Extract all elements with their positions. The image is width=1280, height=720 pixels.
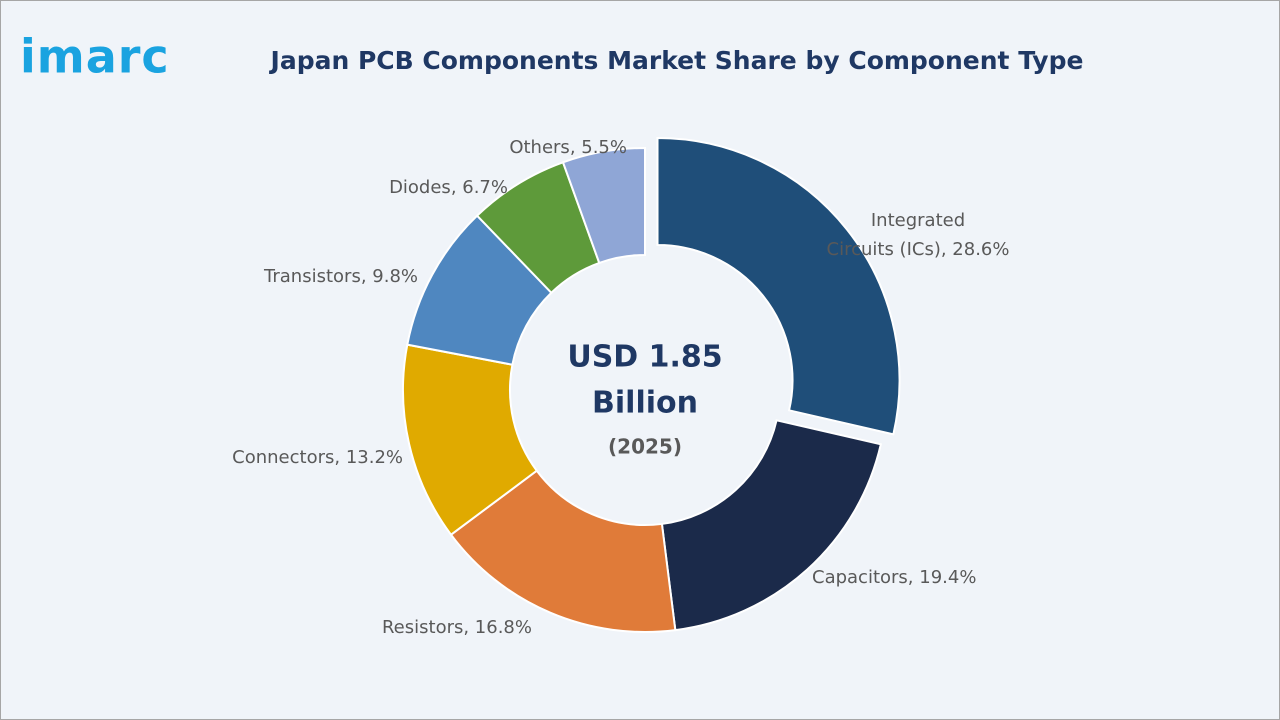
data-label: Transistors, 9.8%: [263, 266, 418, 287]
logo: imarc: [20, 30, 170, 84]
center-value: USD 1.85: [567, 340, 722, 375]
data-label: Resistors, 16.8%: [382, 617, 532, 638]
data-label: Others, 5.5%: [509, 137, 627, 158]
chart-title: Japan PCB Components Market Share by Com…: [269, 46, 1084, 75]
data-label: Connectors, 13.2%: [232, 447, 403, 468]
center-unit: Billion: [592, 386, 698, 421]
donut-slice: [449, 469, 677, 633]
donut-slice: [660, 419, 883, 632]
donut-slice: [656, 137, 901, 436]
data-label: Diodes, 6.7%: [389, 177, 508, 198]
data-label: Integrated Circuits (ICs), 28.6%: [827, 210, 1010, 260]
donut-slice: [561, 146, 646, 265]
data-label: Capacitors, 19.4%: [812, 567, 976, 588]
center-year: (2025): [608, 435, 682, 459]
